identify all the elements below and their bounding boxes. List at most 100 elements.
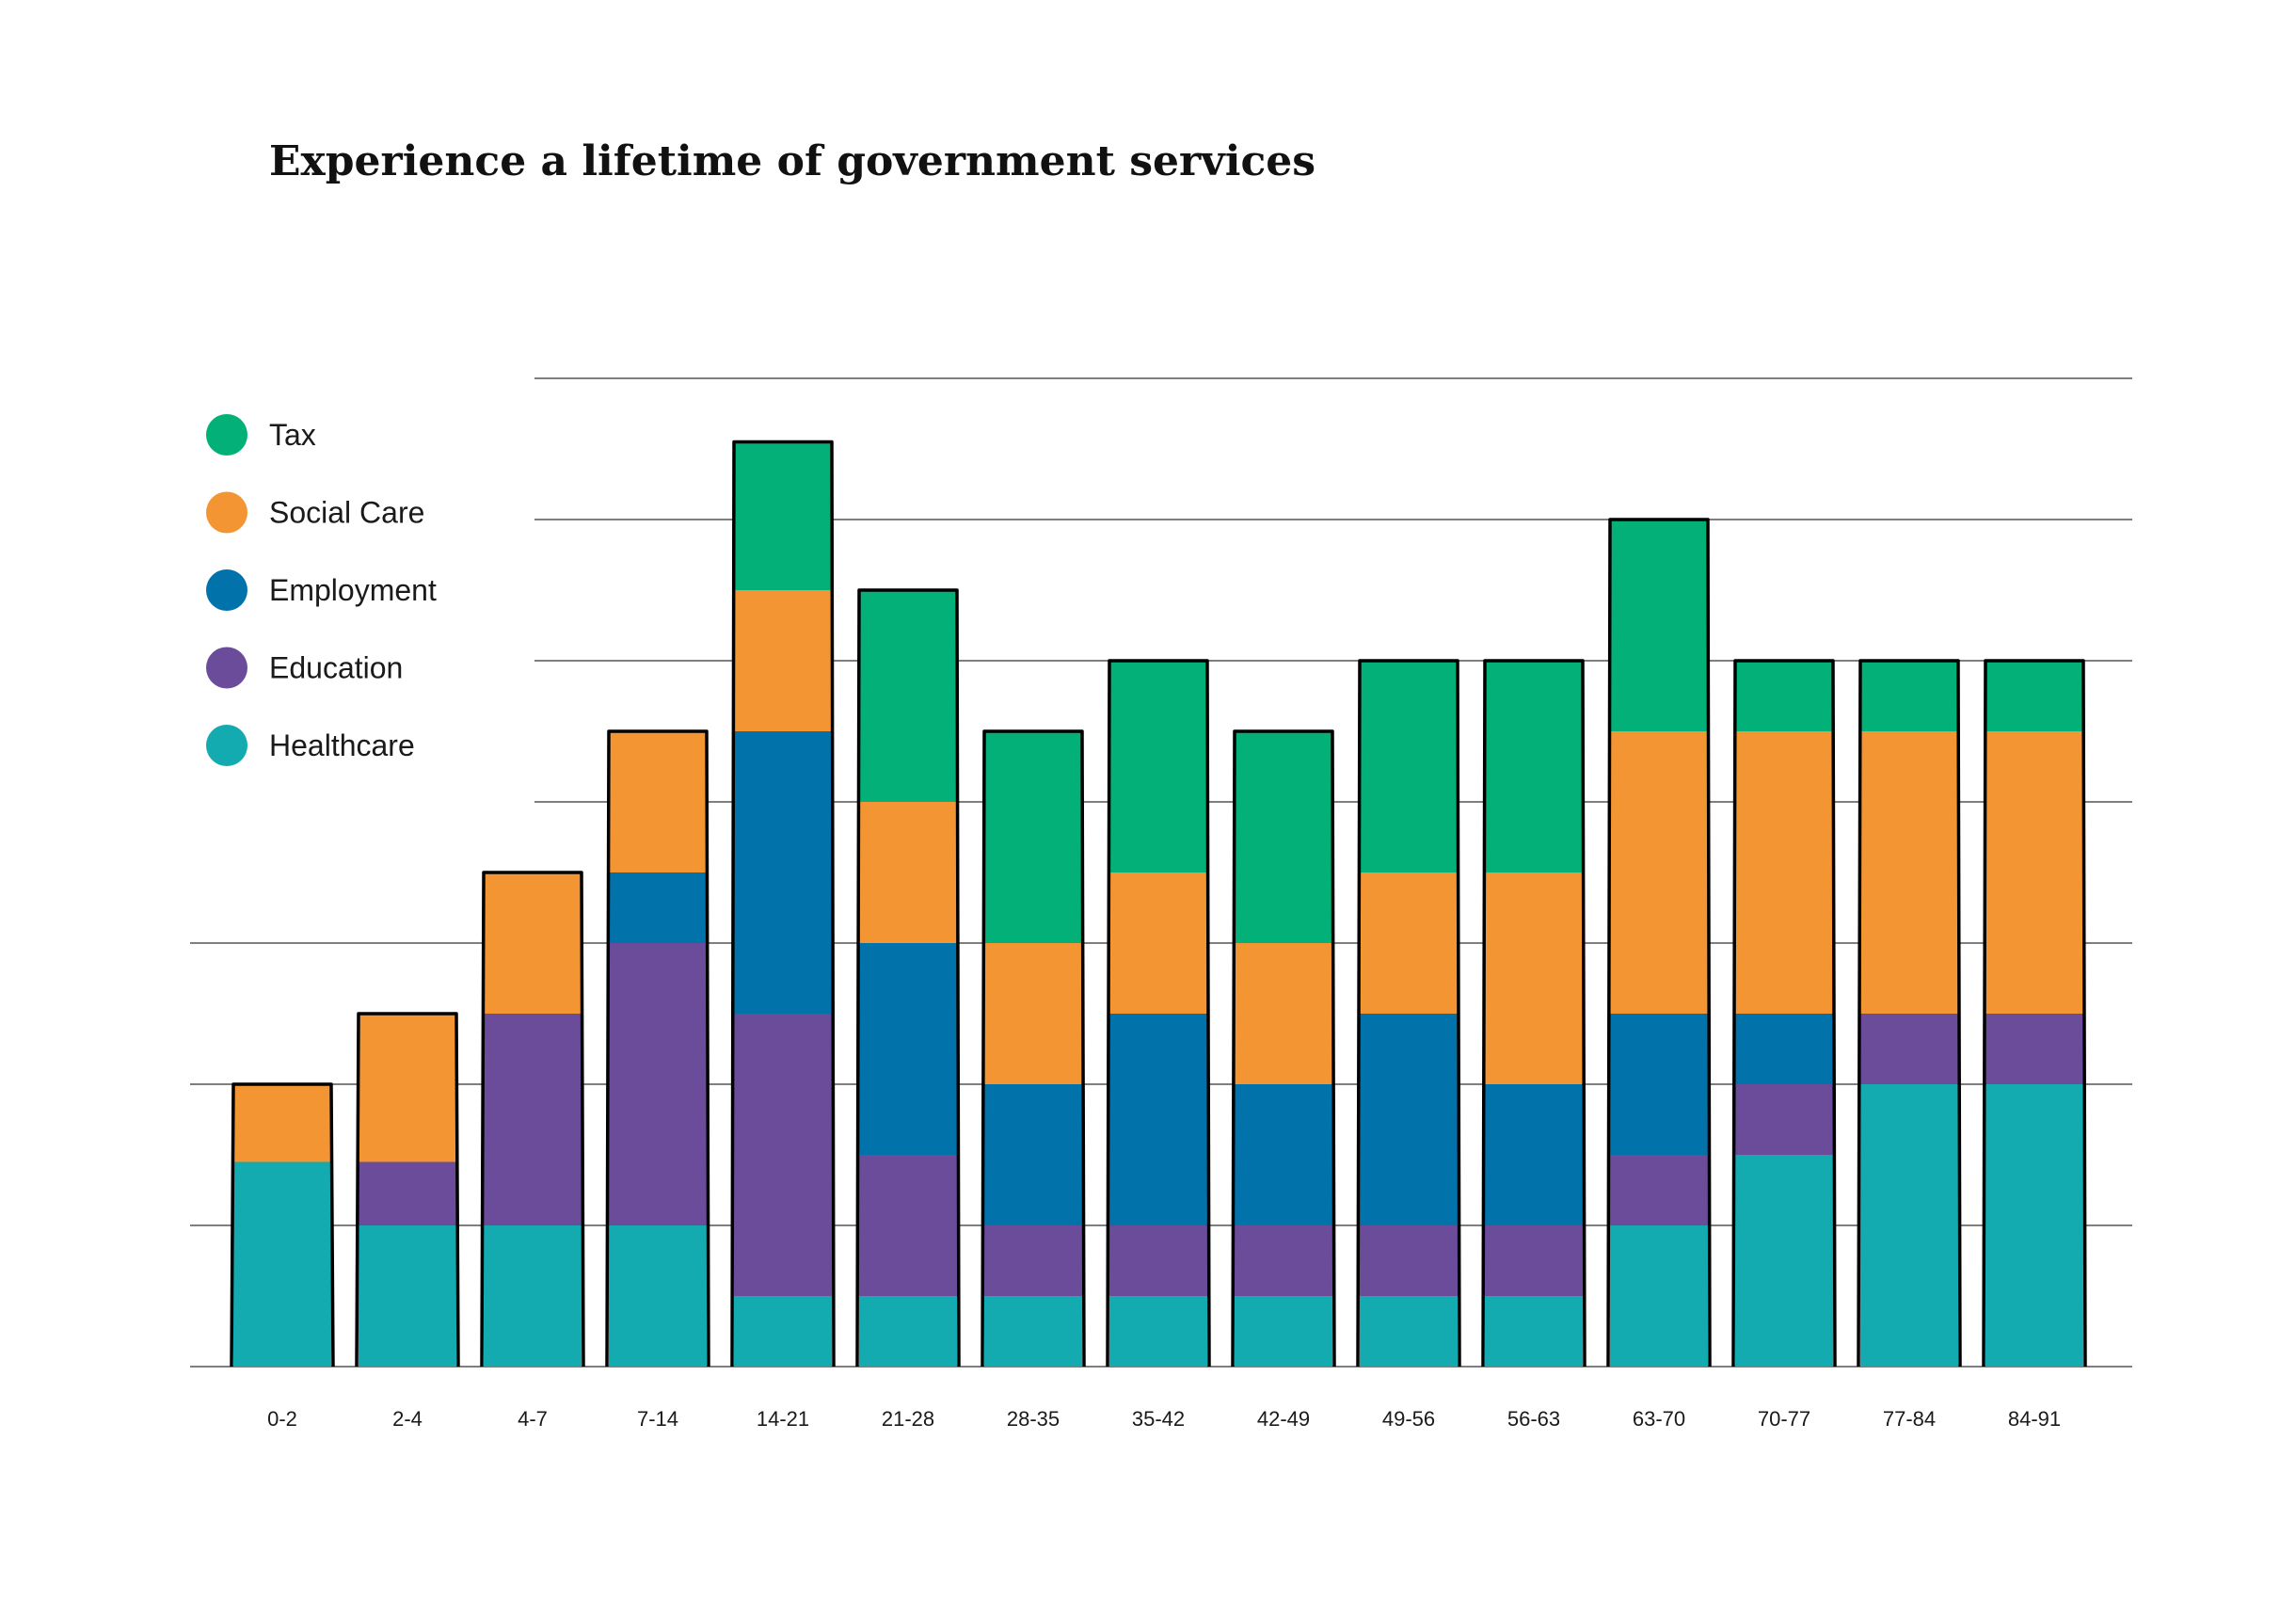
bar-segment-education-42-49 (1235, 1225, 1332, 1296)
bar-outline-21-28 (855, 588, 961, 1368)
bars (230, 440, 2087, 1368)
bar-segment-employment-63-70 (1610, 1014, 1708, 1155)
bar-outline-7-14 (605, 729, 710, 1368)
bar-segment-healthcare-70-77 (1735, 1155, 1833, 1367)
bar-segment-employment-56-63 (1485, 1084, 1583, 1225)
bar-segment-employment-21-28 (859, 943, 957, 1155)
bar-segment-healthcare-4-7 (484, 1225, 582, 1367)
bar-segment-education-56-63 (1485, 1225, 1583, 1296)
x-tick-label-4-7: 4-7 (518, 1407, 548, 1431)
bar-segment-healthcare-2-4 (359, 1225, 456, 1367)
bar-segment-tax-28-35 (984, 731, 1082, 943)
bar-segment-tax-49-56 (1360, 661, 1458, 872)
bar-segment-healthcare-42-49 (1235, 1296, 1332, 1367)
bar-segment-employment-7-14 (609, 872, 707, 943)
bar-outline-42-49 (1231, 729, 1336, 1368)
bar-outline-63-70 (1606, 518, 1712, 1368)
bar-segment-education-28-35 (984, 1225, 1082, 1296)
legend-swatch-healthcare (206, 725, 247, 766)
bar-segment-tax-77-84 (1860, 661, 1958, 731)
bar-segment-healthcare-0-2 (233, 1161, 331, 1367)
x-tick-label-70-77: 70-77 (1758, 1407, 1810, 1431)
bar-segment-social-care-28-35 (984, 943, 1082, 1084)
x-tick-label-21-28: 21-28 (882, 1407, 934, 1431)
bar-segment-education-2-4 (359, 1161, 456, 1225)
bar-segment-employment-28-35 (984, 1084, 1082, 1225)
bar-segment-tax-70-77 (1735, 661, 1833, 731)
bar-segment-education-7-14 (609, 943, 707, 1225)
bar-outline-56-63 (1481, 659, 1586, 1368)
bar-segment-employment-49-56 (1360, 1014, 1458, 1225)
bar-segment-education-70-77 (1735, 1084, 1833, 1155)
bar-segment-education-21-28 (859, 1155, 957, 1296)
bar-segment-healthcare-77-84 (1860, 1084, 1958, 1367)
bar-segment-employment-70-77 (1735, 1014, 1833, 1084)
bar-segment-social-care-49-56 (1360, 872, 1458, 1014)
bar-segment-social-care-63-70 (1610, 731, 1708, 1014)
x-tick-label-77-84: 77-84 (1883, 1407, 1936, 1431)
bar-segment-social-care-35-42 (1109, 872, 1207, 1014)
bar-outline-70-77 (1731, 659, 1837, 1368)
bar-segment-healthcare-84-91 (1985, 1084, 2083, 1367)
x-axis-tick-labels: 0-2 2-4 4-7 7-14 14-21 21-28 28-35 35-42 42-49 49… (267, 1407, 2061, 1431)
bar-segment-healthcare-21-28 (859, 1296, 957, 1367)
bar-outline-2-4 (355, 1012, 460, 1368)
x-tick-label-2-4: 2-4 (392, 1407, 423, 1431)
bar-segment-education-84-91 (1985, 1014, 2083, 1084)
legend: Tax Social Care Employment Education Healthc… (206, 414, 437, 766)
bar-segment-employment-42-49 (1235, 1084, 1332, 1225)
bar-segment-healthcare-7-14 (609, 1225, 707, 1367)
x-tick-label-7-14: 7-14 (637, 1407, 678, 1431)
bar-segment-healthcare-56-63 (1485, 1296, 1583, 1367)
legend-swatch-education (206, 647, 247, 689)
legend-swatch-social-care (206, 491, 247, 534)
x-tick-label-35-42: 35-42 (1132, 1407, 1185, 1431)
bar-segment-healthcare-49-56 (1360, 1296, 1458, 1367)
bar-segment-education-63-70 (1610, 1155, 1708, 1225)
legend-label-employment: Employment (269, 573, 437, 607)
bar-segment-social-care-0-2 (233, 1084, 331, 1162)
bar-segment-education-35-42 (1109, 1225, 1207, 1296)
bar-outline-0-2 (230, 1082, 335, 1368)
bar-outline-77-84 (1857, 659, 1962, 1368)
bar-segment-employment-35-42 (1109, 1014, 1207, 1225)
bar-segment-education-49-56 (1360, 1225, 1458, 1296)
bar-segment-social-care-2-4 (359, 1014, 456, 1162)
bar-segment-social-care-7-14 (609, 731, 707, 872)
legend-label-tax: Tax (269, 418, 316, 452)
bar-outline-84-91 (1982, 659, 2087, 1368)
legend-label-social-care: Social Care (269, 496, 424, 530)
bar-segment-education-77-84 (1860, 1014, 1958, 1084)
bar-segment-tax-14-21 (734, 441, 832, 590)
x-tick-label-28-35: 28-35 (1007, 1407, 1060, 1431)
chart-title: Experience a lifetime of government serv… (269, 137, 1315, 185)
bar-outline-28-35 (981, 729, 1086, 1368)
bar-outline-4-7 (480, 871, 585, 1368)
bar-outline-14-21 (730, 440, 836, 1368)
bar-outline-49-56 (1356, 659, 1461, 1368)
bar-segment-healthcare-63-70 (1610, 1225, 1708, 1367)
bar-outline-35-42 (1106, 659, 1211, 1368)
legend-swatch-tax (206, 414, 247, 456)
bar-segment-tax-63-70 (1610, 520, 1708, 731)
bar-segment-social-care-56-63 (1485, 872, 1583, 1084)
legend-label-healthcare: Healthcare (269, 728, 415, 762)
x-tick-label-63-70: 63-70 (1633, 1407, 1685, 1431)
bar-segment-tax-56-63 (1485, 661, 1583, 872)
bar-segment-social-care-14-21 (734, 590, 832, 731)
legend-label-education: Education (269, 651, 403, 685)
bar-segment-social-care-21-28 (859, 802, 957, 943)
bar-segment-tax-84-91 (1985, 661, 2083, 731)
bar-segment-healthcare-35-42 (1109, 1296, 1207, 1367)
bar-segment-social-care-70-77 (1735, 731, 1833, 1014)
bar-segment-social-care-77-84 (1860, 731, 1958, 1014)
bar-segment-tax-42-49 (1235, 731, 1332, 943)
bar-segment-social-care-84-91 (1985, 731, 2083, 1014)
x-tick-label-14-21: 14-21 (757, 1407, 809, 1431)
x-tick-label-84-91: 84-91 (2008, 1407, 2061, 1431)
x-tick-label-0-2: 0-2 (267, 1407, 297, 1431)
bar-segment-education-4-7 (484, 1014, 582, 1225)
legend-swatch-employment (206, 569, 247, 611)
bar-segment-healthcare-28-35 (984, 1296, 1082, 1367)
